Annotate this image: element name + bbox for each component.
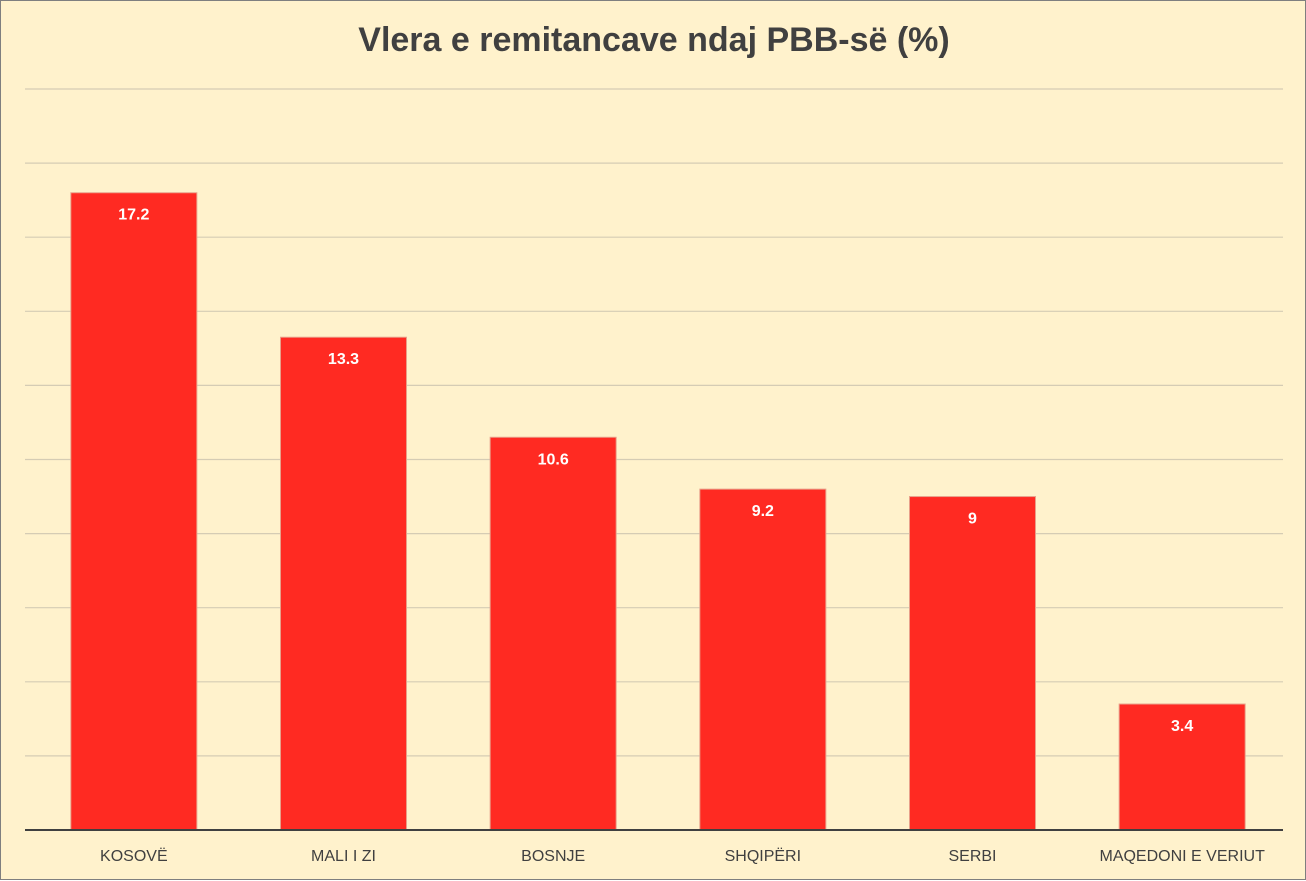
category-label: MALI I ZI (311, 848, 376, 865)
bar (70, 192, 198, 831)
category-label: MAQEDONI E VERIUT (1099, 848, 1265, 865)
data-labels: 17.2 13.3 10.6 9.2 9 3.4 (118, 207, 1193, 735)
data-label: 9 (968, 511, 977, 528)
category-label: SHQIPËRI (725, 847, 801, 865)
data-label: 10.6 (538, 451, 569, 468)
bars (70, 192, 1246, 831)
data-label: 3.4 (1171, 718, 1193, 735)
bar (699, 488, 827, 831)
category-label: KOSOVË (100, 847, 168, 865)
chart-title: Vlera e remitancave ndaj PBB-së (%) (358, 21, 950, 59)
category-label: SERBI (948, 848, 996, 865)
data-label: 17.2 (118, 207, 149, 224)
category-labels: KOSOVË MALI I ZI BOSNJE SHQIPËRI SERBI MAQEDO… (100, 847, 1265, 865)
data-label: 9.2 (752, 503, 774, 520)
gridlines (25, 88, 1283, 757)
bar (909, 496, 1036, 831)
data-label: 13.3 (328, 351, 359, 368)
bar (1118, 703, 1246, 831)
category-label: BOSNJE (521, 848, 585, 865)
bar (489, 436, 617, 831)
bar (280, 336, 407, 831)
